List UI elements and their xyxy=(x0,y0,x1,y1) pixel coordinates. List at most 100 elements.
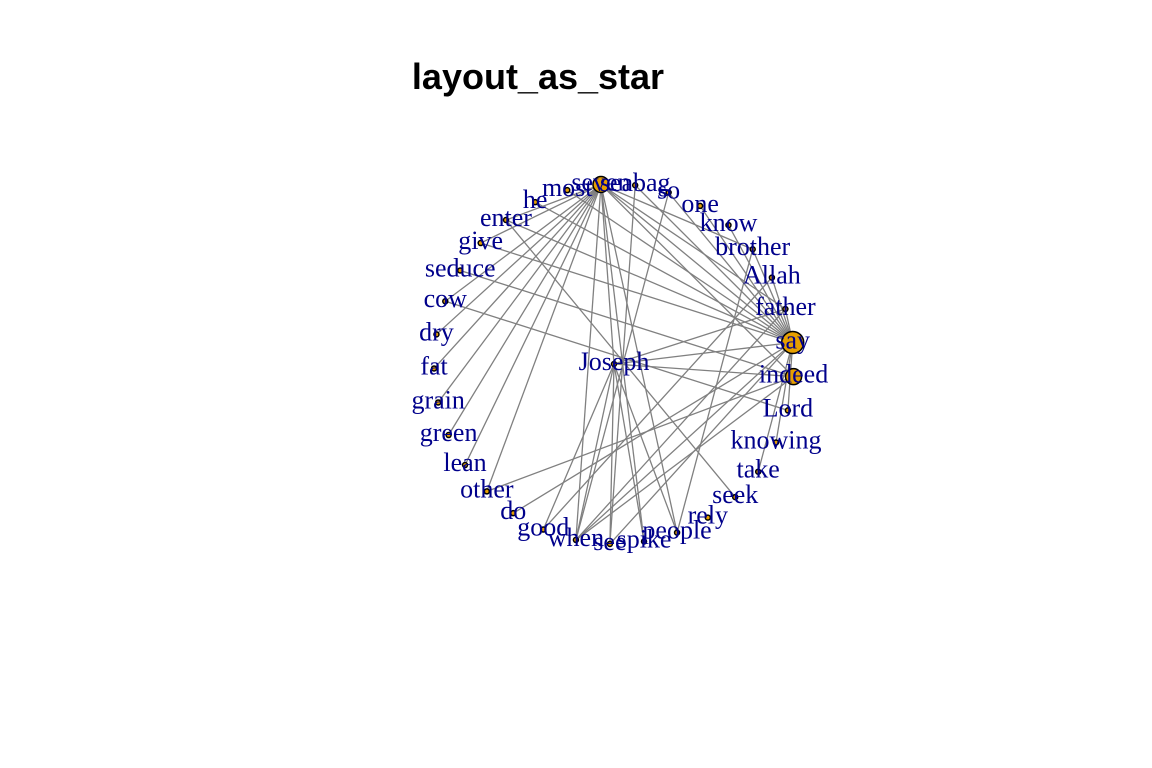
node-give xyxy=(477,239,484,247)
node-grain xyxy=(434,399,442,406)
node-seek xyxy=(731,493,739,501)
edge-Joseph-when xyxy=(575,363,615,541)
edge-brother-say xyxy=(752,249,794,343)
edge-seven-green xyxy=(448,184,602,436)
node-do xyxy=(510,509,517,517)
node-label-other: other xyxy=(460,474,514,503)
node-Allah xyxy=(768,274,776,281)
label-layer: Joseph say indeed Lord knowingtakeseekrelype… xyxy=(411,167,828,555)
node-indeed xyxy=(784,367,803,386)
edge-layer xyxy=(433,183,795,545)
node-label-Lord: Lord xyxy=(763,393,814,422)
node-father xyxy=(782,305,789,313)
node-label-seduce: seduce xyxy=(425,253,496,282)
node-green xyxy=(445,431,452,439)
node-label-rely: rely xyxy=(688,501,728,530)
edge-seven-cow xyxy=(444,183,602,302)
node-see xyxy=(606,540,614,548)
node-he xyxy=(531,198,539,206)
edge-seven-other xyxy=(486,184,602,492)
node-label-seek: seek xyxy=(712,480,758,509)
node-enter xyxy=(502,216,510,224)
edge-seven-enter xyxy=(505,183,602,221)
node-label-Joseph: Joseph xyxy=(579,347,650,376)
node-label-spike: spike xyxy=(617,524,672,553)
node-knowing xyxy=(772,439,780,446)
node-spike xyxy=(640,538,648,545)
node-label-he: he xyxy=(523,185,548,214)
node-label-people: people xyxy=(642,516,711,545)
edge-seabag-say xyxy=(634,184,794,343)
node-people xyxy=(673,529,681,536)
node-label-take: take xyxy=(737,455,780,484)
edge-seven-dry xyxy=(436,183,602,335)
node-label-see: see xyxy=(593,527,626,556)
node-label-lean: lean xyxy=(443,448,486,477)
edge-other-indeed xyxy=(486,376,794,493)
node-label-knowing: knowing xyxy=(730,425,821,454)
node-label-brother: brother xyxy=(715,232,790,261)
node-rely xyxy=(704,514,712,521)
edge-Joseph-good xyxy=(542,363,615,530)
edge-seven-father xyxy=(600,183,786,310)
node-seabag xyxy=(631,182,639,189)
node-label-green: green xyxy=(420,418,478,447)
node-label-indeed: indeed xyxy=(759,360,828,389)
node-label-cow: cow xyxy=(424,284,468,313)
node-label-give: give xyxy=(458,226,503,255)
node-seven xyxy=(592,175,610,194)
edge-seven-lean xyxy=(464,184,602,466)
node-cow xyxy=(442,298,449,305)
node-other xyxy=(483,488,491,495)
edge-cow-Lord xyxy=(445,300,789,412)
node-one xyxy=(696,202,704,210)
edge-seduce-indeed xyxy=(460,269,794,378)
node-label-know: know xyxy=(700,208,758,237)
node-take xyxy=(754,468,762,475)
node-Joseph xyxy=(610,360,618,368)
edge-so-say xyxy=(668,192,794,343)
edge-people-brother xyxy=(676,249,754,533)
node-lean xyxy=(461,461,469,469)
edge-Joseph-father xyxy=(613,308,786,365)
node-when xyxy=(572,536,580,544)
node-label-say: say xyxy=(775,325,810,354)
node-label-dry: dry xyxy=(419,317,454,346)
edge-do-say xyxy=(512,341,794,514)
node-label-Allah: Allah xyxy=(743,261,801,290)
node-label-enter: enter xyxy=(480,203,532,232)
node-label-father: father xyxy=(755,292,816,321)
node-say xyxy=(780,330,805,355)
node-label-do: do xyxy=(500,496,526,525)
edge-enter-seek xyxy=(505,219,736,498)
edge-seven-fat xyxy=(433,184,602,369)
node-dry xyxy=(433,331,440,338)
node-so xyxy=(665,189,672,196)
edge-knowing-say xyxy=(775,342,794,443)
node-label-so: so xyxy=(657,175,680,204)
node-label-seabag: seabag xyxy=(600,168,671,197)
edge-seven-brother xyxy=(600,183,753,250)
node-layer xyxy=(430,175,805,548)
node-know xyxy=(725,221,732,229)
edge-seven-when xyxy=(575,184,602,540)
edge-most-say xyxy=(566,189,794,343)
node-label-seven: seven xyxy=(571,167,630,196)
edge-Joseph-spike xyxy=(613,363,645,542)
edge-seven-give xyxy=(480,183,602,244)
edge-so-when xyxy=(575,192,670,541)
edge-when-father xyxy=(575,308,786,541)
edge-seven-people xyxy=(600,184,678,533)
node-seduce xyxy=(456,267,464,274)
node-label-when: when xyxy=(548,523,604,552)
node-good xyxy=(540,526,547,533)
node-Lord xyxy=(784,407,792,414)
node-brother xyxy=(749,246,756,253)
plot-title: layout_as_star xyxy=(411,56,665,97)
edge-know-say xyxy=(727,224,794,343)
node-fat xyxy=(430,365,438,372)
node-label-one: one xyxy=(681,189,719,218)
edge-take-say xyxy=(757,342,794,472)
node-label-good: good xyxy=(517,513,569,542)
